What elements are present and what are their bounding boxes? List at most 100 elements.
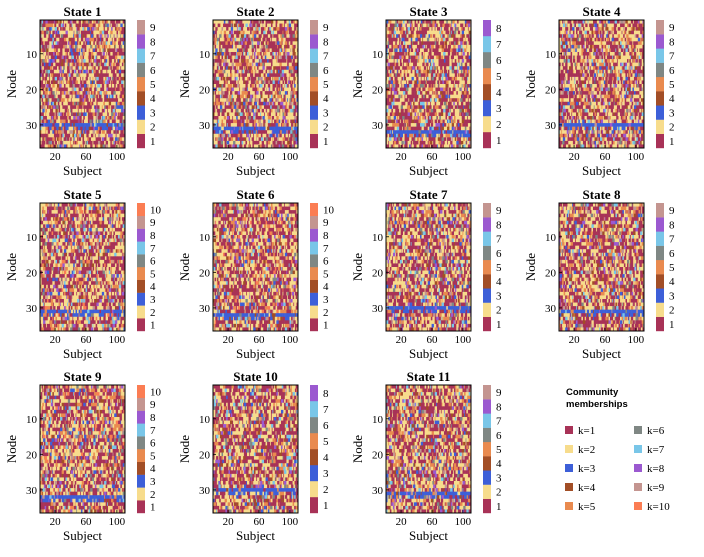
heatmap-cell — [215, 27, 218, 31]
heatmap-cell — [395, 44, 398, 49]
heatmap-cell — [60, 87, 64, 92]
heatmap-cell — [118, 119, 120, 124]
heatmap-cell — [428, 59, 432, 63]
heatmap-cell — [264, 41, 266, 46]
heatmap-cell — [242, 48, 244, 53]
heatmap-cell — [46, 119, 49, 124]
heatmap-cell — [52, 27, 55, 31]
heatmap-cell — [228, 55, 230, 60]
heatmap-cell — [294, 94, 296, 99]
heatmap-cell — [240, 76, 243, 81]
heatmap-cell — [220, 116, 223, 120]
heatmap-cell — [213, 27, 216, 31]
heatmap-cell — [108, 91, 111, 95]
heatmap-cell — [237, 91, 241, 95]
heatmap-cell — [50, 123, 53, 127]
heatmap-cell — [287, 94, 290, 99]
heatmap-cell — [41, 91, 44, 95]
heatmap-cell — [272, 84, 276, 88]
heatmap-cell — [223, 84, 226, 88]
heatmap-cell — [214, 62, 218, 67]
heatmap-cell — [223, 20, 226, 24]
heatmap-cell — [53, 48, 55, 53]
heatmap-cell — [418, 73, 422, 78]
heatmap-cell — [63, 23, 66, 28]
heatmap-cell — [87, 30, 89, 35]
heatmap-cell — [80, 137, 83, 142]
heatmap-cell — [107, 27, 110, 31]
heatmap-cell — [288, 41, 291, 46]
heatmap-cell — [253, 37, 256, 42]
heatmap-cell — [259, 76, 262, 81]
heatmap-cell — [110, 73, 113, 78]
heatmap-cell — [287, 80, 289, 85]
heatmap-cell — [294, 69, 297, 74]
heatmap-cell — [224, 48, 226, 53]
heatmap-cell — [236, 94, 239, 99]
heatmap-cell — [110, 52, 113, 56]
heatmap-cell — [92, 76, 94, 81]
heatmap-cell — [254, 48, 256, 53]
heatmap-cell — [240, 91, 242, 95]
heatmap-cell — [279, 80, 281, 85]
heatmap-cell — [47, 66, 50, 71]
heatmap-cell — [466, 59, 469, 63]
colorbar-segment — [310, 133, 318, 149]
heatmap-cell — [240, 55, 242, 60]
heatmap-cell — [289, 34, 291, 39]
heatmap-cell — [51, 69, 55, 74]
heatmap-cell — [413, 30, 417, 35]
heatmap-cell — [90, 84, 93, 88]
heatmap-cell — [111, 80, 113, 85]
heatmap-cell — [272, 101, 275, 106]
heatmap-cell — [111, 23, 113, 28]
heatmap-cell — [281, 44, 283, 49]
heatmap-cell — [115, 44, 117, 49]
heatmap-cell — [236, 66, 239, 71]
heatmap-cell — [240, 108, 242, 113]
heatmap-cell — [218, 66, 220, 71]
heatmap-cell — [448, 34, 452, 39]
heatmap-cell — [255, 116, 259, 120]
heatmap-cell — [69, 59, 72, 63]
heatmap-cell — [213, 105, 216, 110]
heatmap-cell — [82, 144, 84, 149]
heatmap-cell — [110, 133, 113, 138]
heatmap-cell — [295, 44, 299, 49]
heatmap-cell — [40, 98, 42, 103]
heatmap-cell — [270, 76, 273, 81]
heatmap-cell — [263, 91, 266, 95]
heatmap-cell — [273, 108, 276, 113]
heatmap-cell — [101, 59, 105, 63]
heatmap-cell — [70, 62, 72, 67]
heatmap-cell — [276, 76, 279, 81]
heatmap-cell — [87, 20, 89, 24]
heatmap-cell — [250, 27, 254, 31]
heatmap-cell — [445, 52, 449, 56]
heatmap-cell — [104, 126, 106, 131]
heatmap-cell — [287, 23, 290, 28]
heatmap-cell — [42, 27, 44, 31]
heatmap-cell — [225, 69, 228, 74]
heatmap-cell — [40, 66, 42, 71]
heatmap-cell — [118, 59, 120, 63]
heatmap-cell — [261, 80, 263, 85]
heatmap-cell — [464, 30, 467, 35]
heatmap-cell — [120, 66, 122, 71]
heatmap-cell — [280, 112, 282, 117]
heatmap-cell — [117, 59, 119, 63]
heatmap-cell — [265, 41, 268, 46]
heatmap-cell — [122, 91, 125, 95]
heatmap-cell — [244, 69, 248, 74]
heatmap-cell — [69, 137, 71, 142]
heatmap-cell — [40, 119, 42, 124]
heatmap-cell — [235, 66, 237, 71]
heatmap-cell — [123, 66, 125, 71]
heatmap-cell — [284, 52, 288, 56]
heatmap-cell — [244, 66, 246, 71]
heatmap-cell — [217, 27, 220, 31]
heatmap-cell — [219, 55, 222, 60]
heatmap-cell — [118, 20, 121, 24]
heatmap-cell — [233, 52, 235, 56]
heatmap-cell — [114, 112, 118, 117]
